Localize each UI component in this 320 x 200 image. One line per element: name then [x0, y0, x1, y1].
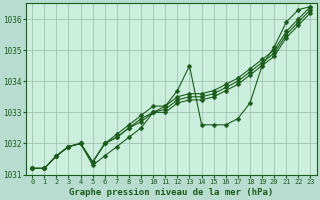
X-axis label: Graphe pression niveau de la mer (hPa): Graphe pression niveau de la mer (hPa) [69, 188, 274, 197]
